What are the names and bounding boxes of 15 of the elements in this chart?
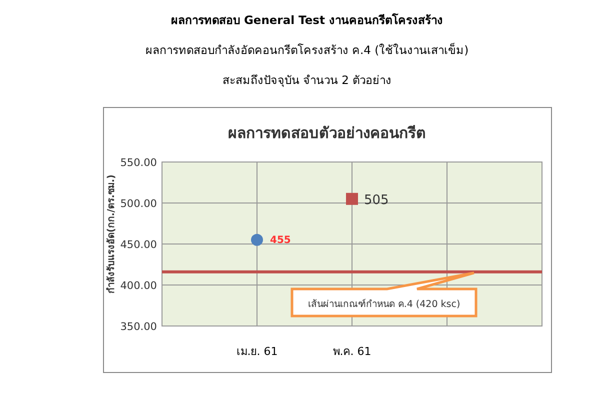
y-tick-label: 500.00 <box>120 198 157 210</box>
text: สะสมถึงปัจจุบัน จำนวน 2 ตัวอย่าง <box>222 73 392 87</box>
data-label: 505 <box>364 192 389 208</box>
ref-line-label: เส้นผ่านเกณฑ์กำหนด ค.4 (420 ksc) <box>308 298 460 310</box>
y-tick-label: 350.00 <box>120 321 157 333</box>
y-tick-label: 450.00 <box>120 239 157 251</box>
x-tick-label: เม.ย. 61 <box>236 345 278 358</box>
y-tick-label: 400.00 <box>120 280 157 292</box>
y-axis-title: กำลังรับแรงอัด(กก./ตร.ซม.) <box>106 174 117 294</box>
chart-title: ผลการทดสอบตัวอย่างคอนกรีต <box>228 124 426 142</box>
text: ผลการทดสอบกำลังอัดคอนกรีตโครงสร้าง ค.4 (ใช้ในงานเสาเข็ม) <box>145 43 469 57</box>
data-label: 455 <box>270 234 291 246</box>
x-tick-label: พ.ค. 61 <box>332 345 372 358</box>
y-tick-label: 550.00 <box>120 157 157 169</box>
text: ผลการทดสอบ General Test งานคอนกรีตโครงสร้าง <box>170 13 444 27</box>
